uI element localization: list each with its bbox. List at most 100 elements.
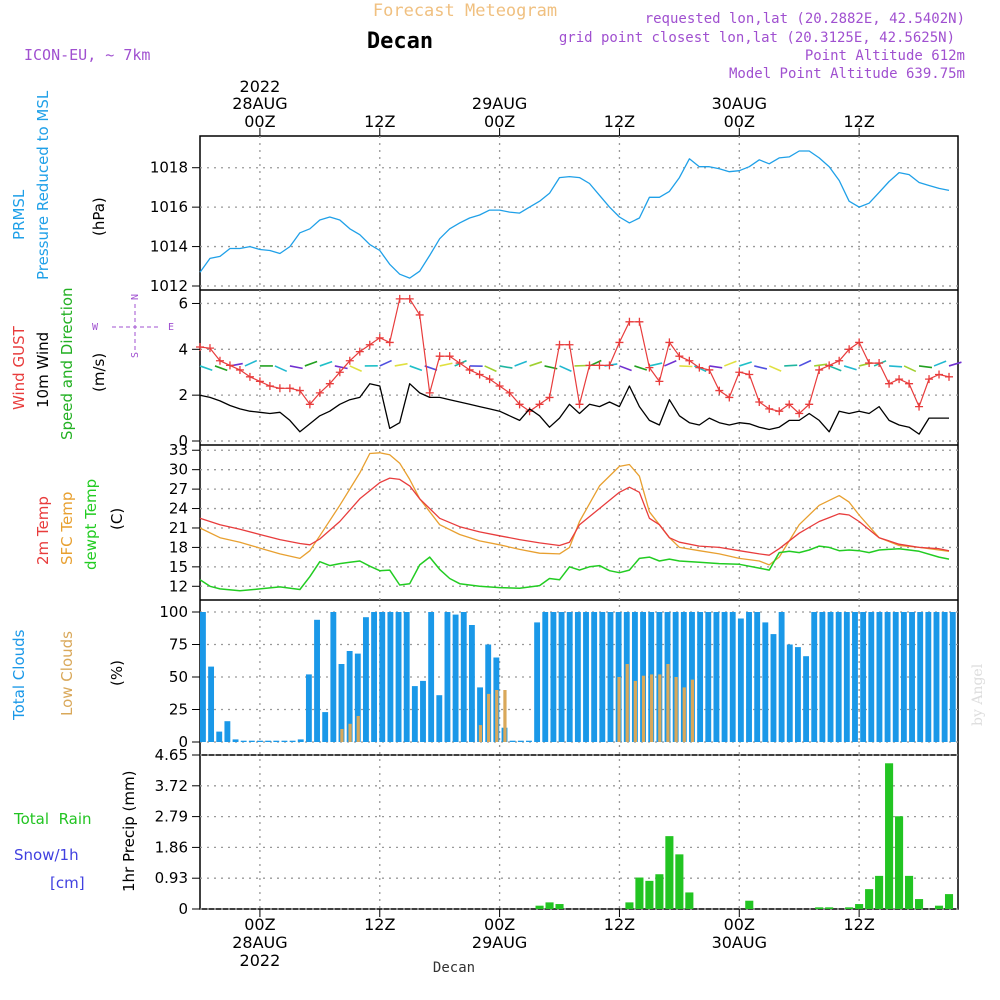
wind-ytick-label: 4 [178,340,188,358]
wind-label-direction: Speed and Direction [58,287,76,440]
clouds-ytick-label: 100 [159,603,188,621]
wind-gust-point [915,402,924,411]
total-cloud-bar [460,612,467,742]
wind-gust-point [495,381,504,390]
top-time-label: 30AUG [712,94,767,113]
footer-location: Decan [433,960,475,976]
total-cloud-bar [371,612,378,742]
total-cloud-bar [363,617,369,742]
temp-ytick-label: 12 [169,577,188,595]
total-cloud-bar [591,612,598,742]
precip-bar [635,877,644,909]
wind-ytick-label: 2 [178,386,188,404]
total-cloud-bar [876,612,883,742]
wind-direction-arrow [274,365,288,373]
precip-label-snow: Snow/1h [14,846,79,864]
top-time-label: 00Z [244,112,275,131]
total-cloud-bar [420,680,426,742]
wind-direction-arrow [679,365,693,368]
total-cloud-bar [843,612,850,742]
temp-ytick-label: 30 [169,461,188,479]
precip-ytick-label: 4.65 [155,746,188,764]
total-cloud-bar [444,612,451,742]
total-cloud-bar [827,612,834,742]
wind-gust-point [715,386,724,395]
wind-gust-point [365,340,374,349]
wind-direction-arrow [199,365,213,371]
wind-gust-point [375,333,384,342]
wind-gust-point [335,368,344,377]
wind-direction-arrow [903,365,917,373]
total-cloud-bar [224,721,231,742]
total-cloud-bar [248,740,255,742]
total-cloud-bar [542,612,549,742]
total-cloud-bar [852,612,858,742]
total-cloud-bar [909,612,915,742]
total-cloud-bar [273,740,280,742]
wind-direction-arrow [349,365,362,373]
total-cloud-bar [631,612,638,742]
wind-direction-arrow [784,364,798,367]
top-time-label: 12Z [604,112,635,131]
wind-gust-point [415,310,424,319]
temp-label-2m: 2m Temp [34,496,52,565]
wind-gust-point [775,407,784,416]
wind-gust-point [725,393,734,402]
wind-gust-point [705,365,714,374]
wind-direction-arrow [948,361,962,367]
low-cloud-bar [356,716,360,742]
total-cloud-bar [803,656,810,742]
total-cloud-bar [346,651,353,742]
wind-direction-arrow [798,359,812,367]
total-cloud-bar [330,612,337,742]
total-cloud-bar [778,612,785,742]
total-cloud-bar [509,740,516,742]
wind-gust-point [925,375,934,384]
bottom-time-label: 12Z [364,915,395,934]
point-altitude: Point Altitude 612m [805,48,965,64]
temp-ytick-label: 24 [169,500,188,518]
top-time-label: 28AUG [232,94,287,113]
low-cloud-bar [495,690,499,742]
total-cloud-bar [314,619,320,742]
wind-direction-arrow [889,365,903,368]
total-cloud-bar [884,612,891,742]
wind-gust-point [885,379,894,388]
data-layer [196,150,962,909]
wind-gust-point [325,379,334,388]
wind-gust-point [355,347,364,356]
grid-point-coords: grid point closest lon,lat (20.3125E, 42… [559,30,955,46]
total-cloud-bar [819,612,826,742]
model-label: ICON-EU, ~ 7km [24,46,150,64]
wind-gust-point [255,377,264,386]
total-cloud-bar [550,612,557,742]
compass-n: N [130,294,141,300]
chart-title: Forecast Meteogram [373,1,557,21]
wind-direction-arrow [814,363,828,367]
wind-gust-point [805,400,814,409]
wind-gust-point [615,338,624,347]
temp-label-dewpt: dewpt Temp [82,479,100,570]
precip-bar [895,816,904,909]
top-time-label: 29AUG [472,94,527,113]
top-time-label: 2022 [240,77,281,96]
wind-direction-arrow [828,365,842,372]
wind-gust-point [405,294,414,303]
model-altitude: Model Point Altitude 639.75m [729,66,965,82]
wind-gust-point [215,356,224,365]
precip-bar [905,875,914,909]
bottom-time-label: 28AUG [232,933,287,952]
total-cloud-bar [338,664,345,742]
precip-ytick-label: 0.93 [155,869,188,887]
total-cloud-bar [534,622,541,742]
wind-direction-arrow [379,359,392,367]
wind-gust-point [196,343,204,352]
wind-gust-point [545,393,554,402]
low-cloud-bar [674,677,678,742]
pressure-ytick-label: 1018 [150,159,188,177]
wind-gust-point [205,344,214,353]
total-cloud-bar [860,612,867,742]
clouds-ytick-label: 75 [169,636,188,654]
total-cloud-bar [737,618,744,742]
dewpt-line [199,545,950,592]
